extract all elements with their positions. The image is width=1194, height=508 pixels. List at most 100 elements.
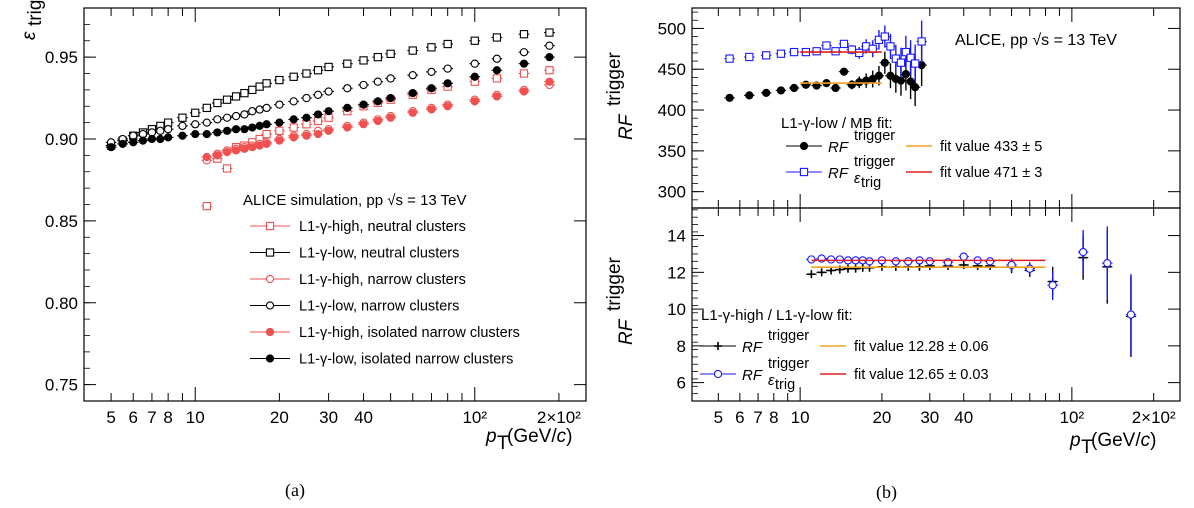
panel-a-point [443,79,452,88]
panel-b-top-legend-label: RF [828,139,849,156]
panel-b-bottom-xtick-label: 5 [714,408,723,427]
panel-a-point [106,143,116,152]
panel-a-point [163,125,173,134]
panel-b-top-point [839,67,849,76]
panel-a-point [545,28,554,37]
panel-a-point [343,103,352,112]
panel-a-point [359,80,368,90]
panel-b-top-point [896,58,906,67]
panel-a-data [105,28,555,211]
panel-a-point [443,102,452,111]
panel-a-point [519,30,529,39]
panel-b-top-data [724,20,927,107]
panel-b-top-point [725,93,734,102]
panel-a-point [302,113,311,122]
panel-a-ytick-label: 0.75 [45,376,78,395]
panel-b-top-legend-sup: trigger [854,154,895,170]
panel-a-axes: 0.75 0.80 0.85 0.90 0.95 5 6 7 8 10 20 30 40 10² 2×10² [45,8,586,427]
panel-a-point [262,79,271,88]
panel-b-top-point [917,37,926,46]
panel-a-ytick-label: 0.95 [45,48,78,67]
panel-a-point [519,59,529,68]
panel-a-xtick-label: 20 [270,408,289,427]
panel-a-point [231,125,241,134]
panel-a-point [289,97,298,106]
panel-a-point [275,75,284,85]
panel-a-point [164,133,173,142]
panel-a-point [492,33,502,42]
panel-a-point [427,43,436,52]
panel-b-xlabel-sub: T [1081,437,1093,458]
panel-a-point [222,126,232,135]
panel-a-point [202,118,211,127]
panel-a-point [313,66,323,75]
panel-b-bottom-point [1048,281,1057,290]
panel-b-bottom-legend-sup: trigger [768,328,809,344]
panel-b-bottom-point [1126,310,1136,319]
panel-a-point [359,100,368,109]
panel-a-point [492,54,502,63]
panel-b-top-legend-sub: ε [854,171,861,187]
panel-b-bottom-xtick-label: 40 [954,408,973,427]
panel-a-point [222,148,232,157]
panel-a-point [408,70,417,80]
panel-a-legend-label: L1-γ-high, isolated narrow clusters [299,325,520,341]
panel-a-ytick-label: 0.80 [45,294,78,313]
panel-a-point [386,113,395,122]
panel-b-top-ytick-label: 450 [658,60,686,79]
panel-b-top-point [906,53,915,62]
panel-b-top-point [839,39,849,49]
panel-a-point [408,89,417,98]
panel-a-point [138,136,148,145]
panel-b-top-point [880,32,889,41]
panel-b-bottom-legend-sup: trigger [768,356,809,372]
panel-a-point [262,120,271,129]
panel-b-top-point [855,48,864,58]
panel-a-point [386,49,395,58]
panel-a-xlabel-main: p [485,426,497,447]
panel-b-top-legend-sup: trigger [854,128,895,144]
panel-b-top-point [812,47,821,56]
panel-a-legend-marker [265,301,275,310]
panel-a-point [202,103,211,113]
panel-a-point [275,100,284,109]
panel-a-point [222,95,232,104]
panel-b-bottom-xtick-label: 10² [1060,408,1085,427]
panel-b-top-point [789,47,799,57]
panel-b-top-point [762,88,771,97]
panel-a-point [129,138,138,147]
panel-a-point [289,123,298,132]
panel-b-top-annotation: ALICE, pp √s = 13 TeV [955,32,1117,49]
panel-a-point [178,121,187,131]
panel-b-bottom-ytick-label: 6 [677,374,686,393]
panel-a-legend-header: ALICE simulation, pp √s = 13 TeV [243,192,467,209]
panel-a-point [302,69,311,78]
panel-b-bottom-xtick-label: 8 [769,408,778,427]
panel-a-point [519,87,529,96]
panel-a-caption: (a) [285,480,305,501]
panel-a-point [359,56,368,65]
panel-a-point [408,46,417,55]
panel-b-top-ylabel-main: RF [616,113,637,140]
panel-a-point [427,105,436,114]
panel-a-point [240,110,249,119]
panel-b-bottom-ytick-label: 8 [677,337,686,356]
panel-b-top-point [789,83,799,93]
panel-a-point [147,134,157,144]
panel-a-point [492,92,501,101]
panel-b-bottom-point [1078,247,1088,257]
panel-b-top-point [901,70,910,79]
panel-b-top-point [886,42,895,51]
panel-a-point [262,139,271,149]
panel-b-top-point [906,77,915,86]
panel-a-ylabel: ε trig [19,0,46,40]
panel-a-legend-marker [265,327,275,337]
panel-b-bottom-point [826,255,836,264]
panel-b-top-point [745,91,754,100]
panel-a-point [202,152,211,162]
panel-a-point [231,111,241,121]
panel-a-point [443,64,452,73]
panel-b-bottom-ylabel: RF trigger [604,256,637,345]
